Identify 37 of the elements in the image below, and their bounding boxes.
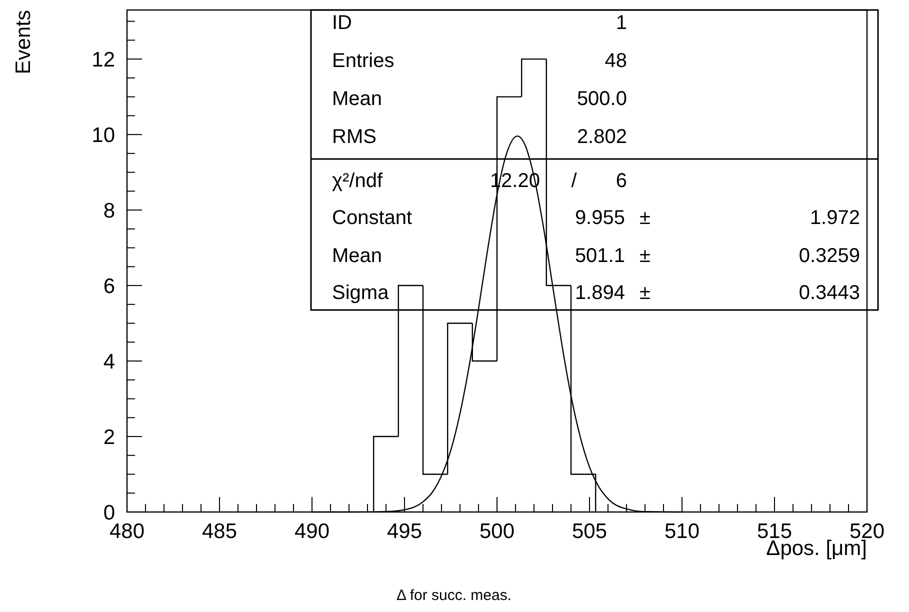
- annotation: 500.0: [576, 88, 627, 110]
- annotation: 6: [616, 170, 627, 192]
- annotation: 48: [604, 50, 627, 72]
- annotation: ID: [332, 12, 352, 34]
- annotation: 1: [616, 12, 627, 34]
- y-tick-label: 6: [103, 274, 115, 298]
- annotation: 501.1: [574, 245, 625, 267]
- annotation: 1.972: [810, 207, 860, 229]
- annotation: ±: [640, 207, 651, 229]
- y-tick-label: 2: [103, 426, 115, 449]
- x-tick-label: 495: [386, 520, 422, 543]
- y-axis-title: Events: [12, 10, 35, 74]
- y-tick-label: 8: [103, 199, 115, 222]
- annotation: Mean: [332, 245, 382, 267]
- text: Δ for succ. meas.: [396, 587, 512, 604]
- annotation: ±: [640, 245, 651, 267]
- annotation: 0.3259: [798, 245, 860, 267]
- annotation: RMS: [332, 126, 376, 148]
- annotation: /: [571, 170, 578, 192]
- annotation: 2.802: [576, 126, 627, 148]
- annotation: Mean: [332, 88, 382, 110]
- x-tick-label: 485: [202, 520, 238, 543]
- annotation: Sigma: [332, 282, 390, 304]
- annotation: ±: [640, 282, 651, 304]
- y-tick-label: 10: [92, 124, 115, 147]
- y-tick-label: 12: [92, 48, 115, 72]
- x-tick-label: 500: [479, 520, 515, 543]
- annotation: 9.955: [574, 207, 625, 229]
- x-tick-label: 510: [664, 520, 700, 543]
- annotation: 0.3443: [798, 282, 860, 304]
- annotation: χ²/ndf: [332, 170, 383, 192]
- annotation: Entries: [332, 50, 394, 72]
- y-tick-label: 4: [103, 350, 116, 374]
- annotation: 1.894: [574, 282, 625, 304]
- annotation: Constant: [332, 207, 412, 229]
- x-tick-label: 505: [572, 520, 608, 543]
- x-tick-label: 490: [294, 520, 330, 543]
